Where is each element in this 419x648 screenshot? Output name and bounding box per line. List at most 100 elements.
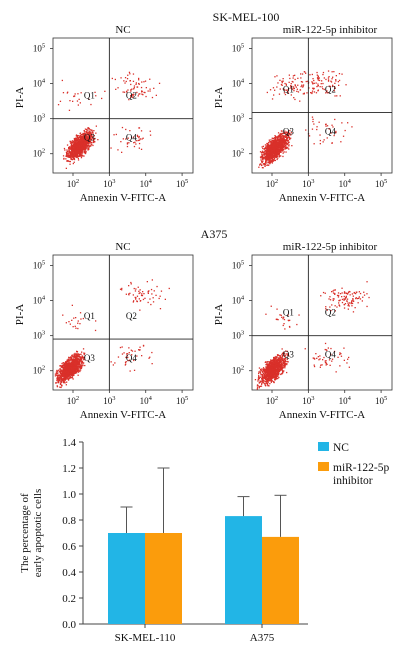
- event-dot: [128, 285, 130, 287]
- event-dot: [71, 159, 73, 161]
- event-dot: [95, 132, 97, 134]
- event-dot: [77, 144, 79, 147]
- event-dot: [276, 158, 278, 161]
- event-dot: [80, 92, 82, 94]
- panel-title: miR-122-5p inhibitor: [283, 241, 378, 253]
- event-dot: [259, 385, 262, 387]
- event-dot: [128, 359, 131, 361]
- event-dot: [95, 125, 97, 127]
- event-dot: [264, 162, 266, 165]
- event-dot: [273, 159, 276, 161]
- event-dot: [76, 360, 78, 362]
- event-dot: [274, 89, 276, 91]
- event-dot: [266, 147, 269, 149]
- event-dot: [62, 364, 64, 366]
- event-dot: [327, 77, 330, 79]
- event-dot: [129, 73, 131, 75]
- event-dot: [328, 76, 330, 78]
- event-dot: [65, 361, 67, 363]
- event-dot: [129, 292, 131, 294]
- event-dot: [278, 145, 280, 147]
- event-dot: [287, 139, 289, 141]
- event-dot: [137, 95, 139, 97]
- event-dot: [124, 77, 127, 79]
- event-dot: [261, 370, 263, 373]
- event-dot: [318, 77, 320, 79]
- event-dot: [279, 366, 281, 368]
- event-dot: [59, 372, 62, 375]
- event-dot: [132, 80, 135, 82]
- event-dot: [62, 369, 64, 371]
- event-dot: [134, 350, 136, 352]
- event-dot: [63, 378, 65, 380]
- event-dot: [264, 154, 266, 156]
- event-dot: [271, 147, 273, 149]
- event-dot: [76, 153, 78, 155]
- event-dot: [82, 361, 84, 363]
- event-dot: [265, 380, 267, 383]
- event-dot: [94, 141, 96, 143]
- event-dot: [278, 371, 280, 374]
- event-dot: [78, 358, 80, 360]
- event-dot: [267, 158, 269, 160]
- event-dot: [277, 153, 279, 156]
- event-dot: [71, 156, 73, 158]
- event-dot: [319, 134, 321, 136]
- event-dot: [81, 137, 83, 139]
- event-dot: [64, 362, 66, 364]
- event-dot: [57, 381, 59, 383]
- event-dot: [62, 379, 64, 381]
- event-dot: [75, 145, 77, 147]
- event-dot: [73, 370, 76, 372]
- event-dot: [258, 372, 260, 375]
- event-dot: [273, 137, 275, 140]
- event-dot: [280, 133, 283, 135]
- event-dot: [84, 364, 86, 367]
- event-dot: [291, 145, 293, 147]
- event-dot: [79, 353, 81, 356]
- event-dot: [84, 133, 86, 135]
- event-dot: [311, 92, 313, 94]
- event-dot: [266, 368, 268, 371]
- event-dot: [145, 95, 147, 98]
- event-dot: [279, 150, 281, 153]
- event-dot: [264, 165, 266, 167]
- event-dot: [273, 144, 275, 146]
- event-dot: [278, 357, 280, 359]
- event-dot: [280, 139, 282, 141]
- event-dot: [264, 157, 266, 159]
- event-dot: [305, 72, 307, 74]
- event-dot: [83, 359, 85, 361]
- event-dot: [79, 369, 81, 371]
- event-dot: [67, 160, 69, 162]
- event-dot: [283, 135, 285, 137]
- event-dot: [68, 356, 70, 358]
- event-dot: [69, 148, 71, 150]
- event-dot: [265, 153, 267, 155]
- event-dot: [68, 155, 70, 157]
- event-dot: [136, 135, 139, 138]
- event-dot: [288, 135, 290, 138]
- event-dot: [263, 370, 266, 373]
- event-dot: [125, 128, 127, 131]
- event-dot: [91, 135, 93, 137]
- event-dot: [261, 161, 263, 163]
- event-dot: [74, 357, 76, 359]
- event-dot: [72, 373, 74, 375]
- event-dot: [286, 132, 289, 134]
- event-dot: [70, 151, 72, 153]
- event-dot: [311, 73, 313, 76]
- event-dot: [263, 375, 265, 377]
- event-dot: [269, 89, 272, 91]
- event-dot: [79, 102, 81, 104]
- event-dot: [66, 144, 69, 146]
- event-dot: [317, 79, 319, 81]
- event-dot: [275, 141, 277, 144]
- event-dot: [75, 359, 77, 362]
- event-dot: [271, 361, 273, 363]
- event-dot: [279, 88, 281, 90]
- event-dot: [77, 369, 80, 371]
- event-dot: [280, 148, 282, 150]
- event-dot: [85, 151, 87, 154]
- event-dot: [274, 152, 276, 154]
